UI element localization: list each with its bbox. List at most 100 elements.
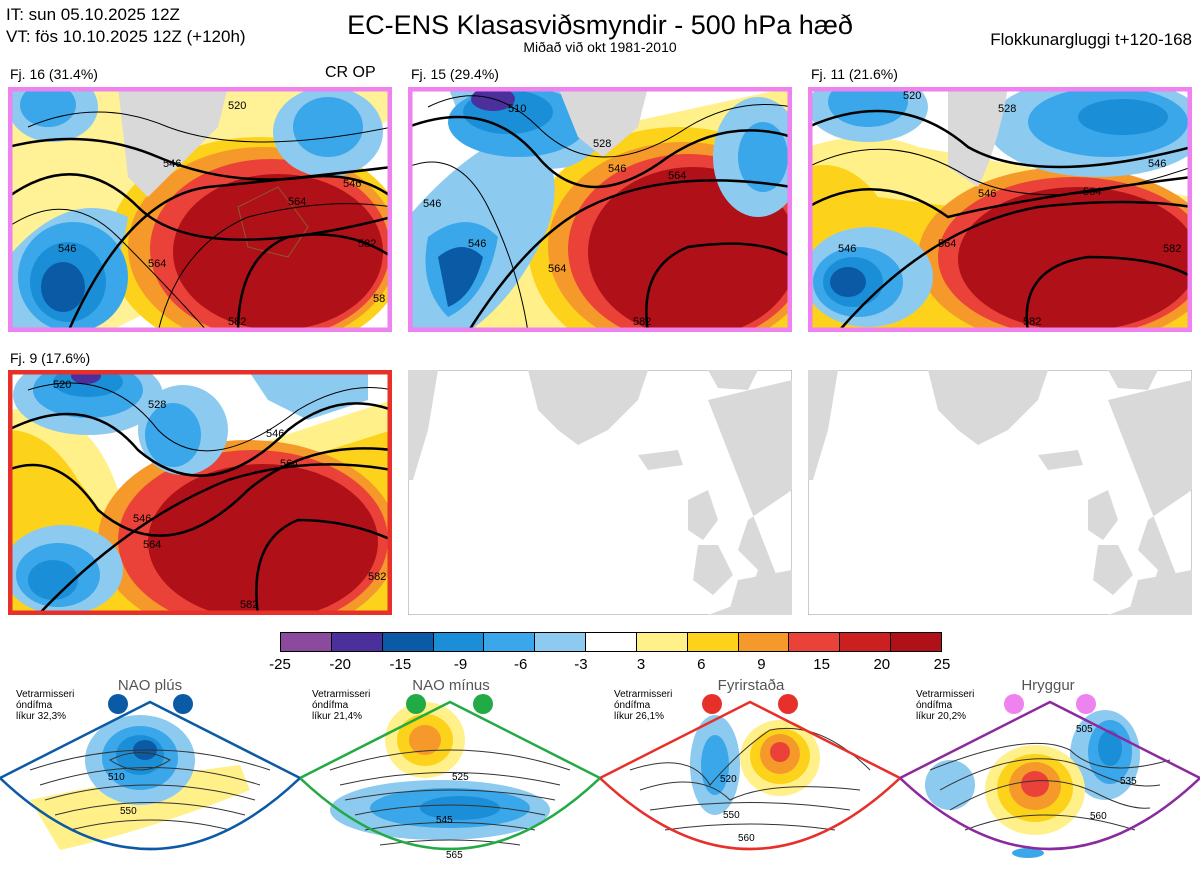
note-line: líkur 20,2% (916, 711, 967, 722)
panel-4-label: Fj. 9 (17.6%) (10, 350, 91, 366)
colorbar-swatch (891, 633, 941, 651)
regime-dot (778, 694, 798, 714)
contour-label: 560 (738, 833, 755, 844)
valid-time: VT: fös 10.10.2025 12Z (+120h) (6, 27, 246, 46)
note-line: líkur 32,3% (16, 711, 67, 722)
empty-map-6 (808, 370, 1192, 615)
colorbar-swatch (433, 633, 485, 651)
cluster-map-3: 520 528 546 564 546 564 582 546 582 (808, 87, 1192, 332)
colorbar-tick-label: 6 (697, 656, 706, 673)
regime-2-note: Vetrarmisseri óndífma líkur 21,4% (312, 689, 370, 722)
note-line: óndífma (312, 700, 349, 711)
note-line: Vetrarmisseri (614, 689, 673, 700)
colorbar-tick-label: 20 (873, 656, 891, 673)
classification-window: Flokkunargluggi t+120-168 (990, 30, 1192, 49)
regime-4-title: Hryggur (1021, 677, 1075, 694)
contour-label: 546 (978, 188, 996, 200)
contour-label: 564 (280, 458, 298, 470)
contour-label: 525 (452, 772, 469, 783)
colorbar-swatch (636, 633, 688, 651)
contour-label: 550 (723, 810, 740, 821)
colorbar-swatch (586, 633, 637, 651)
regime-dot (406, 694, 426, 714)
colorbar-tick-label: -25 (269, 656, 291, 673)
panel-2-label: Fj. 15 (29.4%) (411, 66, 499, 82)
colorbar-swatch (840, 633, 892, 651)
contour-label: 510 (108, 772, 125, 783)
contour-label: 546 (423, 198, 441, 210)
contour-label: 546 (838, 243, 856, 255)
header-times: IT: sun 05.10.2025 12Z VT: fös 10.10.202… (6, 4, 246, 48)
contour-label: 528 (998, 103, 1016, 115)
contour-label: 520 (720, 774, 737, 785)
regime-frame (600, 700, 900, 851)
regime-dot (473, 694, 493, 714)
note-line: Vetrarmisseri (16, 689, 75, 700)
panel-3-label: Fj. 11 (21.6%) (811, 66, 898, 82)
regime-map-nao-plus: 510 550 (0, 694, 300, 851)
page-subtitle: Miðað við okt 1981-2010 (523, 39, 677, 55)
contour-label: 564 (148, 258, 166, 270)
contour-label: 564 (938, 238, 956, 250)
colorbar-swatch (789, 633, 841, 651)
colorbar-tick-label: -20 (329, 656, 352, 673)
contour-label: 528 (148, 399, 166, 411)
regime-map-blocking: 520 550 560 (600, 694, 900, 851)
regime-1-title: NAO plús (117, 677, 183, 694)
contour-label: 582 (228, 316, 246, 328)
contour-label: 546 (133, 513, 151, 525)
contour-label: 520 (228, 100, 246, 112)
contour-label: 505 (1076, 724, 1093, 735)
contour-label: 546 (1148, 158, 1166, 170)
regime-dot (1004, 694, 1024, 714)
regime-frame (900, 700, 1200, 851)
colorbar (280, 632, 942, 652)
init-time: IT: sun 05.10.2025 12Z (6, 5, 180, 24)
contour-label: 564 (143, 539, 161, 551)
colorbar-tick-label: -9 (453, 656, 468, 673)
note-line: líkur 26,1% (614, 711, 665, 722)
colorbar-tick-label: 25 (933, 656, 951, 673)
colorbar-tick-label: -15 (389, 656, 412, 673)
contour-label: 520 (53, 379, 71, 391)
panel-frame (8, 87, 392, 332)
note-line: Vetrarmisseri (312, 689, 371, 700)
contour-label: 545 (436, 815, 453, 826)
contour-label: 528 (593, 138, 611, 150)
contour-label: 560 (1090, 811, 1107, 822)
page-title: EC-ENS Klasasviðsmyndir - 500 hPa hæð (347, 10, 853, 40)
colorbar-swatch (687, 633, 739, 651)
contour-label: 582 (358, 238, 376, 250)
note-line: óndífma (16, 700, 53, 711)
colorbar-swatch (484, 633, 536, 651)
regime-1-note: Vetrarmisseri óndífma líkur 32,3% (16, 689, 74, 722)
empty-map-5 (408, 370, 792, 615)
contour-label: 550 (120, 806, 137, 817)
contour-label: 546 (343, 178, 361, 190)
regime-dot (702, 694, 722, 714)
contour-label: 535 (1120, 776, 1137, 787)
contour-label: 582 (368, 571, 386, 583)
contour-label: 546 (608, 163, 626, 175)
panel-frame (408, 87, 792, 332)
note-line: líkur 21,4% (312, 711, 363, 722)
contour-label: 546 (266, 428, 284, 440)
cluster-map-2: 510 528 546 564 564 546 582 546 (408, 87, 792, 332)
contour-label: 564 (548, 263, 566, 275)
regime-2-title: NAO mínus (412, 677, 490, 694)
colorbar-swatch (281, 633, 332, 651)
colorbar-swatch (535, 633, 587, 651)
contour-label: 582 (240, 599, 258, 611)
contour-label: 564 (288, 196, 306, 208)
contour-label: 582 (633, 316, 651, 328)
regime-frame (300, 700, 600, 851)
contour-label: 58 (373, 293, 385, 305)
regime-3-title: Fyrirstaða (717, 677, 785, 694)
regime-map-nao-minus: 525 545 565 (300, 694, 600, 861)
contour-label: 582 (1023, 316, 1041, 328)
contour-label: 510 (508, 103, 526, 115)
colorbar-swatch (382, 633, 434, 651)
colorbar-tick-label: -3 (574, 656, 588, 673)
note-line: óndífma (614, 700, 651, 711)
colorbar-tick-label: 9 (757, 656, 766, 673)
